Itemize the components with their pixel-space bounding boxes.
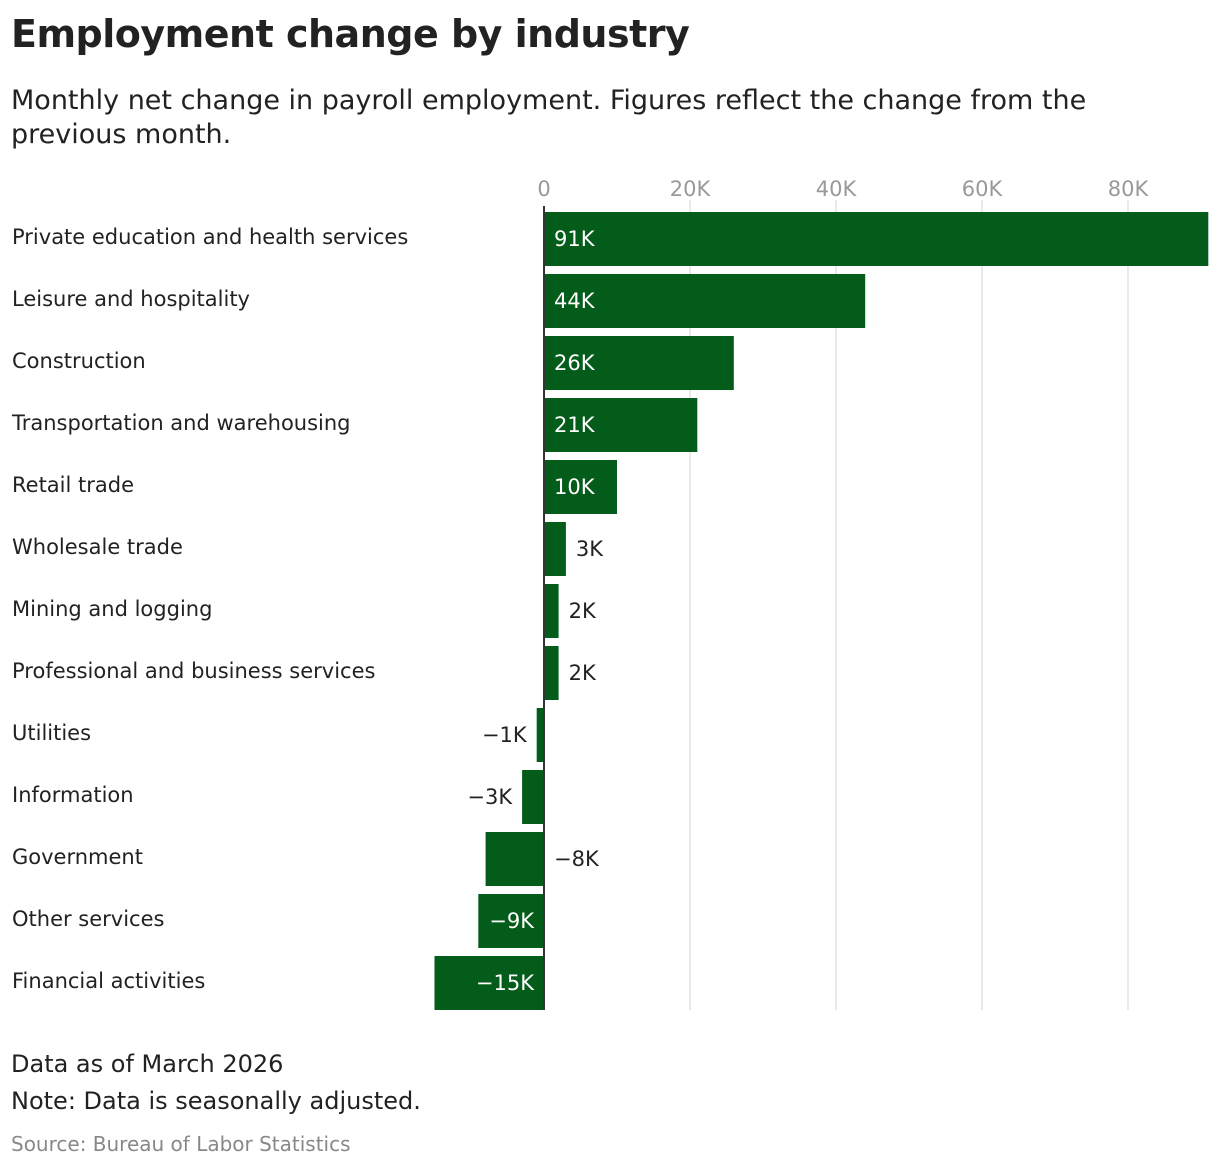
data-label: 2K <box>569 661 597 685</box>
category-label: Professional and business services <box>12 659 375 683</box>
bar <box>544 646 559 700</box>
source-note: Source: Bureau of Labor Statistics <box>11 1132 351 1156</box>
bar <box>544 584 559 638</box>
category-label: Utilities <box>12 721 91 745</box>
category-label: Transportation and warehousing <box>11 411 351 435</box>
x-tick-label: 40K <box>816 177 858 201</box>
bar <box>544 336 734 390</box>
category-label: Other services <box>12 907 164 931</box>
data-label: 91K <box>554 227 596 251</box>
bar <box>544 460 617 514</box>
chart-title: Employment change by industry <box>11 12 690 56</box>
data-label: 44K <box>554 289 596 313</box>
x-tick-label: 60K <box>962 177 1004 201</box>
category-label: Mining and logging <box>12 597 212 621</box>
x-tick-label: 20K <box>670 177 712 201</box>
bar <box>536 708 544 762</box>
chart-subtitle: Monthly net change in payroll employment… <box>11 85 1087 150</box>
data-label: −1K <box>482 723 528 747</box>
bar <box>544 212 1209 266</box>
bar <box>544 522 566 576</box>
bar <box>522 770 544 824</box>
category-label: Construction <box>12 349 146 373</box>
category-label: Financial activities <box>12 969 205 993</box>
category-label: Private education and health services <box>12 225 408 249</box>
data-label: −15K <box>476 971 535 995</box>
data-label: 2K <box>569 599 597 623</box>
data-label: −3K <box>467 785 513 809</box>
category-label: Retail trade <box>12 473 134 497</box>
x-tick-label: 80K <box>1108 177 1150 201</box>
data-date-note: Data as of March 2026 <box>11 1050 284 1078</box>
data-label: 21K <box>554 413 596 437</box>
seasonal-note: Note: Data is seasonally adjusted. <box>11 1087 421 1115</box>
data-label: 26K <box>554 351 596 375</box>
data-label: 10K <box>554 475 596 499</box>
x-tick-label: 0 <box>537 177 550 201</box>
bar <box>434 956 544 1010</box>
data-label: −9K <box>489 909 535 933</box>
category-label: Wholesale trade <box>12 535 183 559</box>
category-label: Information <box>12 783 134 807</box>
category-label: Leisure and hospitality <box>12 287 250 311</box>
data-label: 3K <box>576 537 604 561</box>
category-label: Government <box>12 845 143 869</box>
bar <box>544 398 698 452</box>
data-label: −8K <box>554 847 600 871</box>
bar <box>485 832 544 886</box>
bar <box>478 894 544 948</box>
bar <box>544 274 866 328</box>
